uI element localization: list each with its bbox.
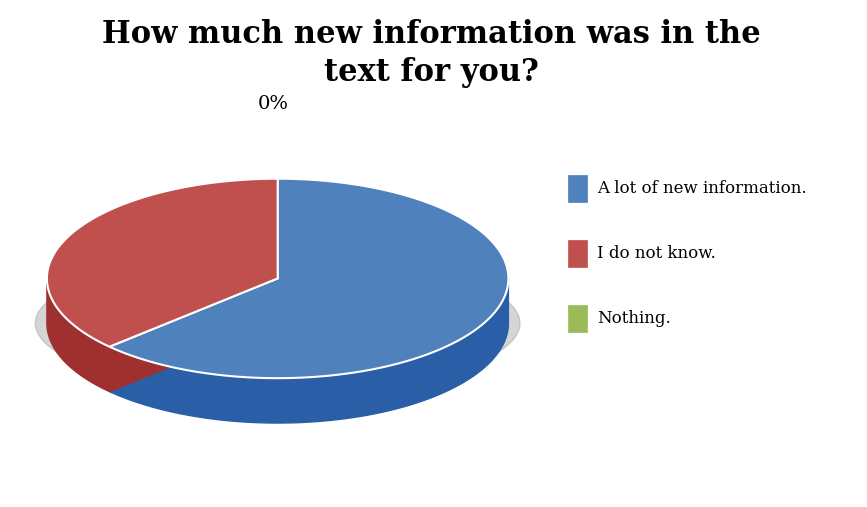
Polygon shape [109,278,277,391]
Text: 63%: 63% [350,274,394,293]
Bar [568,240,587,267]
Polygon shape [109,178,508,378]
Text: Nothing.: Nothing. [597,310,671,327]
Text: 0%: 0% [257,95,289,113]
Ellipse shape [36,254,520,393]
Bar [568,305,587,332]
Text: A lot of new information.: A lot of new information. [597,180,807,197]
Text: I do not know.: I do not know. [597,245,716,262]
Polygon shape [109,278,277,391]
Text: 37%: 37% [127,209,171,228]
Text: How much new information was in the
text for you?: How much new information was in the text… [102,19,761,88]
Bar [568,175,587,202]
Polygon shape [109,278,508,423]
Polygon shape [47,178,277,347]
Polygon shape [47,279,109,391]
